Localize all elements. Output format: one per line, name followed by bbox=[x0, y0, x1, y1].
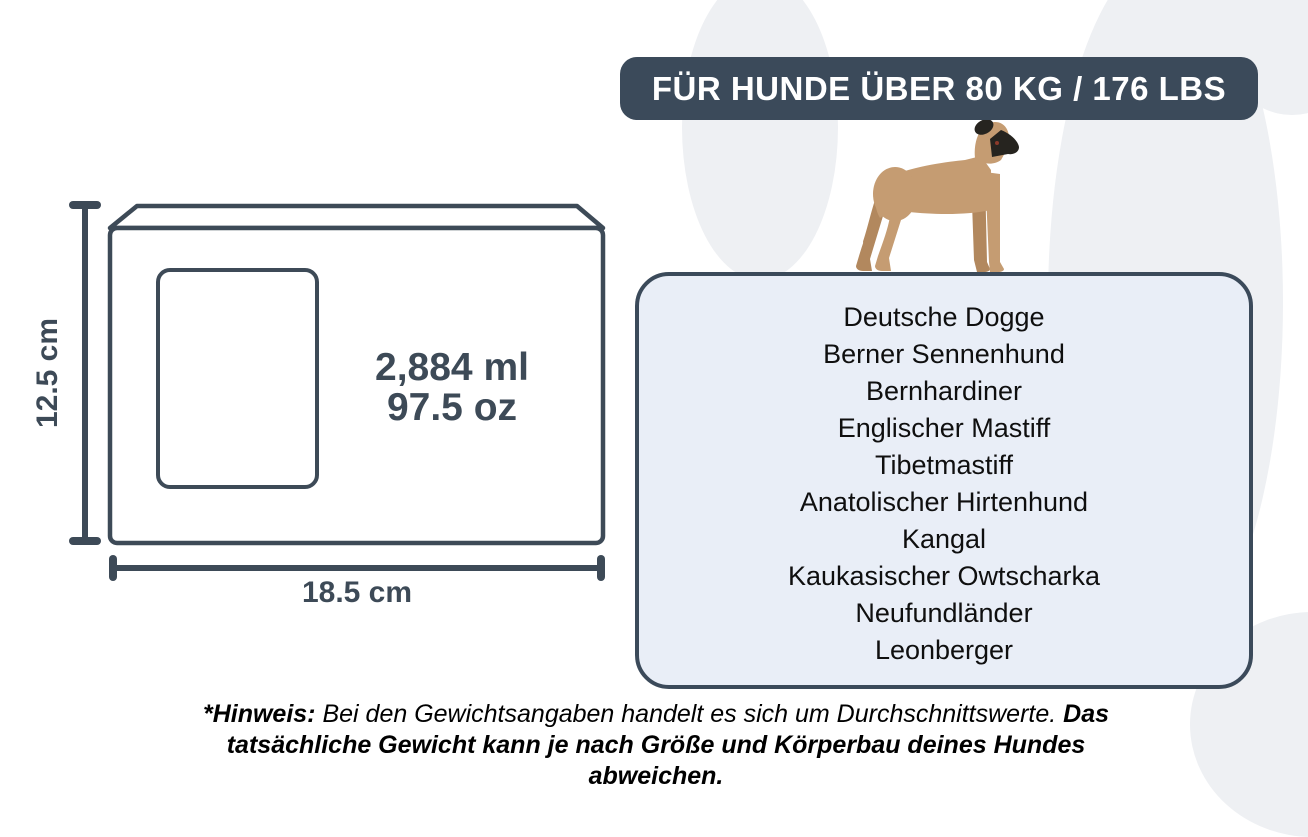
breed-item: Kangal bbox=[901, 524, 987, 554]
breed-item: Kaukasischer Owtscharka bbox=[787, 561, 1101, 591]
breed-item: Anatolischer Hirtenhund bbox=[799, 487, 1089, 517]
weight-class-banner: FÜR HUNDE ÜBER 80 KG / 176 LBS bbox=[620, 57, 1258, 120]
width-dimension-line bbox=[109, 555, 605, 581]
container-dimension-diagram: 2,884 ml 97.5 oz 12.5 cm 18.5 cm bbox=[31, 201, 606, 609]
height-label: 12.5 cm bbox=[31, 318, 64, 428]
breed-item: Deutsche Dogge bbox=[843, 302, 1045, 332]
container-window bbox=[156, 268, 319, 489]
footnote-bold-suffix: Das tatsächliche Gewicht kann je nach Gr… bbox=[226, 700, 1110, 790]
weight-class-title: FÜR HUNDE ÜBER 80 KG / 176 LBS bbox=[651, 69, 1227, 107]
footnote-regular-text: Bei den Gewichtsangaben handelt es sich … bbox=[315, 700, 1064, 728]
breed-item: Leonberger bbox=[874, 635, 1014, 665]
weight-disclaimer-note: *Hinweis: Bei den Gewichtsangaben handel… bbox=[170, 699, 1142, 792]
footnote-bold-prefix: *Hinweis: bbox=[202, 700, 316, 728]
paw-toe-shape-top bbox=[682, 0, 838, 280]
breed-list-panel: Deutsche Dogge Berner Sennenhund Bernhardi… bbox=[635, 272, 1253, 689]
container-top-face bbox=[107, 203, 606, 231]
breed-item: Neufundländer bbox=[855, 598, 1033, 628]
volume-oz-label: 97.5 oz bbox=[387, 386, 517, 429]
width-label: 18.5 cm bbox=[302, 576, 412, 609]
breed-item: Berner Sennenhund bbox=[823, 339, 1065, 369]
breed-item: Bernhardiner bbox=[865, 376, 1023, 406]
great-dane-svg bbox=[856, 119, 1019, 272]
great-dane-icon bbox=[851, 114, 1023, 274]
volume-ml-label: 2,884 ml bbox=[375, 346, 529, 389]
height-dimension-line bbox=[69, 201, 101, 545]
breed-item: Tibetmastiff bbox=[874, 450, 1014, 480]
breed-item: Englischer Mastiff bbox=[837, 413, 1051, 443]
